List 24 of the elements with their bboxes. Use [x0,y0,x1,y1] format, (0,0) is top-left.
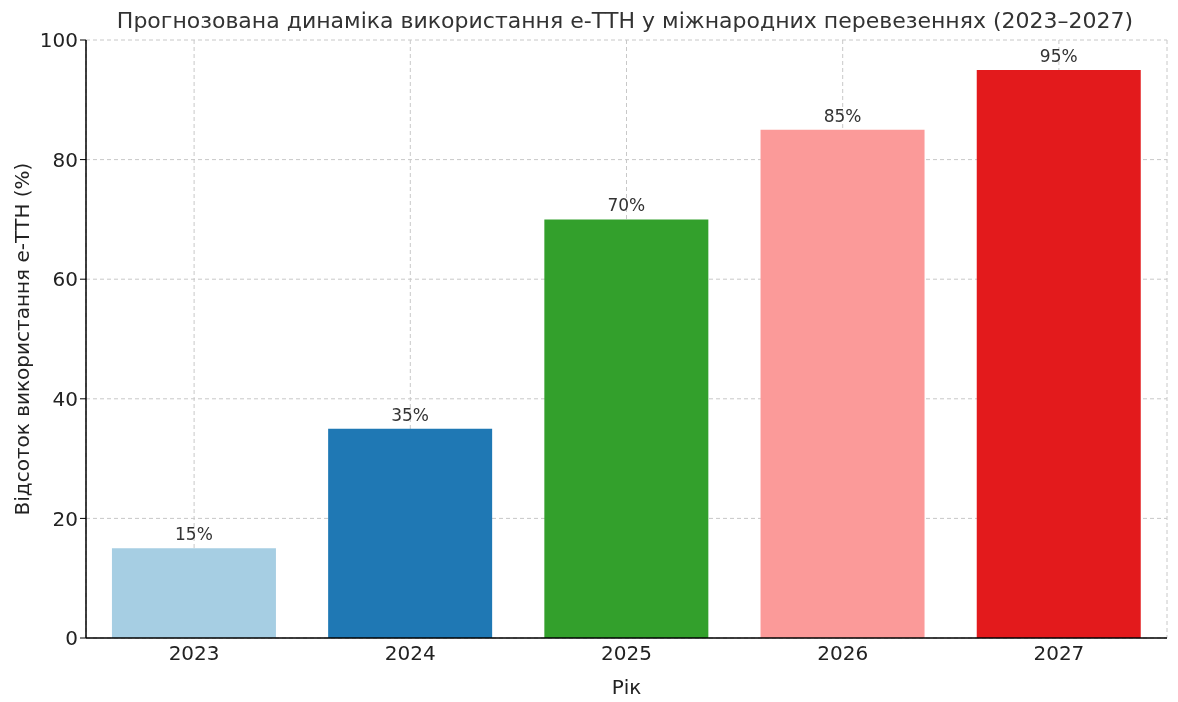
x-axis-title: Рік [611,675,642,699]
y-tick-label: 100 [39,28,78,53]
x-tick-label: 2025 [601,641,652,666]
data-label: 35% [391,404,430,425]
x-tick-label: 2024 [384,641,436,666]
y-axis-title: Відсоток використання е-ТТН (%) [10,162,35,516]
x-tick-label: 2027 [1033,641,1085,666]
y-tick-label: 20 [52,506,78,531]
bar [328,428,493,638]
chart-title: Прогнозована динаміка використання е-ТТН у міжнародних перевезеннях (2023–2027) [115,8,1135,33]
x-tick-label: 2026 [817,641,869,666]
bar [111,548,276,638]
bar [976,69,1141,638]
data-label: 85% [823,105,862,126]
data-label: 70% [607,195,646,216]
bar [760,129,925,638]
y-tick-label: 60 [52,267,78,292]
data-label: 15% [175,524,213,545]
data-label: 95% [1039,45,1078,66]
bar [544,219,709,638]
x-tick-label: 2023 [168,641,220,666]
y-tick-label: 0 [65,626,78,651]
y-tick-label: 40 [52,386,78,411]
y-tick-label: 80 [52,147,78,172]
